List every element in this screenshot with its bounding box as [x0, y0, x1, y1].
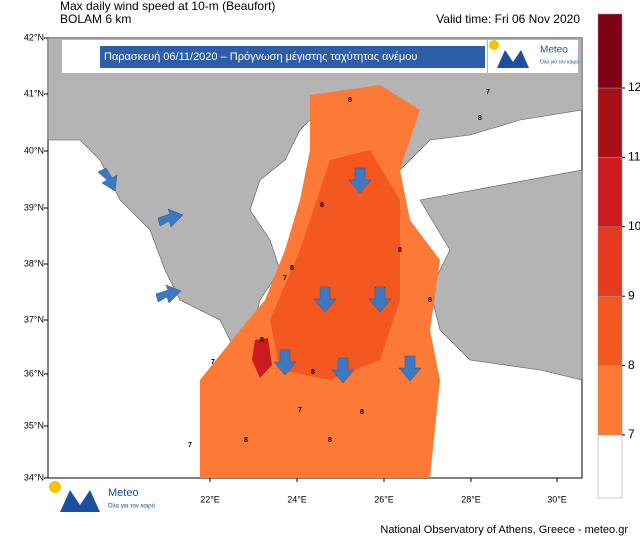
banner-bar — [100, 46, 485, 68]
colorbar-band — [597, 434, 623, 499]
lat-label: 41°N — [24, 88, 44, 98]
logo-sun — [489, 40, 499, 50]
contour-label: 8 — [328, 437, 332, 444]
banner-text: Παρασκευή 06/11/2020 – Πρόγνωση μέγιστης… — [104, 51, 417, 63]
lon-label: 30°E — [547, 494, 567, 504]
lon-label: 26°E — [374, 494, 394, 504]
footer-logo-text: Meteo — [108, 487, 139, 499]
colorbar: 7 8 9 10 11 12 — [597, 13, 640, 499]
lat-labels: 42°N 41°N 40°N 39°N 38°N 37°N 36°N 35°N 34°N — [24, 32, 48, 482]
model: BOLAM 6 km — [60, 12, 131, 26]
title: Max daily wind speed at 10-m (Beaufort) — [60, 0, 275, 13]
colorbar-band — [597, 295, 623, 366]
contour-label: 7 — [283, 275, 287, 282]
wind-area-strong — [270, 150, 400, 380]
wind-area-max — [252, 338, 272, 378]
contour-label: 8 — [290, 265, 294, 272]
colorbar-band — [597, 13, 623, 89]
lon-label: 22°E — [200, 494, 220, 504]
wind-arrows — [97, 167, 422, 384]
contour-label: 8 — [244, 437, 248, 444]
lon-label: 28°E — [461, 494, 481, 504]
contour-label: 8 — [348, 97, 352, 104]
lat-label: 39°N — [24, 202, 44, 212]
contour-label: 7 — [188, 442, 192, 449]
lat-label: 40°N — [24, 145, 44, 155]
contour-label: 8 — [398, 247, 402, 254]
contour-label: 8 — [428, 297, 432, 304]
colorbar-band — [597, 157, 623, 228]
colorbar-label: 9 — [628, 288, 635, 302]
lon-label: 24°E — [287, 494, 307, 504]
contour-label: 7 — [298, 407, 302, 414]
logo-mark — [497, 50, 529, 68]
lat-label: 35°N — [24, 420, 44, 430]
wind-area-south — [275, 425, 370, 478]
lon-labels: 22°E 24°E 26°E 28°E 30°E — [200, 478, 567, 504]
contour-label: 8 — [478, 115, 482, 122]
lat-label: 38°N — [24, 258, 44, 268]
lat-label: 34°N — [24, 472, 44, 482]
footer-logo-sub: Όλα για τον καιρό — [107, 503, 156, 510]
lat-label: 42°N — [24, 32, 44, 42]
colorbar-label: 7 — [628, 427, 635, 441]
footer-logo-mark — [60, 490, 100, 512]
contour-label: 7 — [211, 359, 215, 366]
logo-text: Meteo — [540, 45, 568, 56]
contour-label: 7 — [486, 89, 490, 96]
colorbar-label: 11 — [628, 150, 640, 164]
lat-label: 36°N — [24, 368, 44, 378]
colorbar-label: 8 — [628, 358, 635, 372]
contour-label: 8 — [311, 369, 315, 376]
colorbar-label: 12 — [628, 80, 640, 94]
logo-sub: Όλα για τον καιρό — [539, 58, 579, 65]
credit: National Observatory of Athens, Greece -… — [380, 524, 628, 536]
valid-time: Valid time: Fri 06 Nov 2020 — [436, 12, 580, 26]
land-turkey — [419, 169, 583, 381]
colorbar-band — [597, 365, 623, 436]
map: Παρασκευή 06/11/2020 – Πρόγνωση μέγιστης… — [47, 37, 583, 479]
colorbar-label: 10 — [628, 219, 640, 233]
footer-logo-sun — [49, 481, 61, 493]
contour-label: 8 — [320, 202, 324, 209]
lat-label: 37°N — [24, 314, 44, 324]
contour-label: 8 — [260, 337, 264, 344]
colorbar-band — [597, 87, 623, 158]
colorbar-band — [597, 226, 623, 297]
land — [47, 37, 583, 351]
contour-label: 8 — [360, 409, 364, 416]
banner: Παρασκευή 06/11/2020 – Πρόγνωση μέγιστης… — [62, 40, 579, 73]
